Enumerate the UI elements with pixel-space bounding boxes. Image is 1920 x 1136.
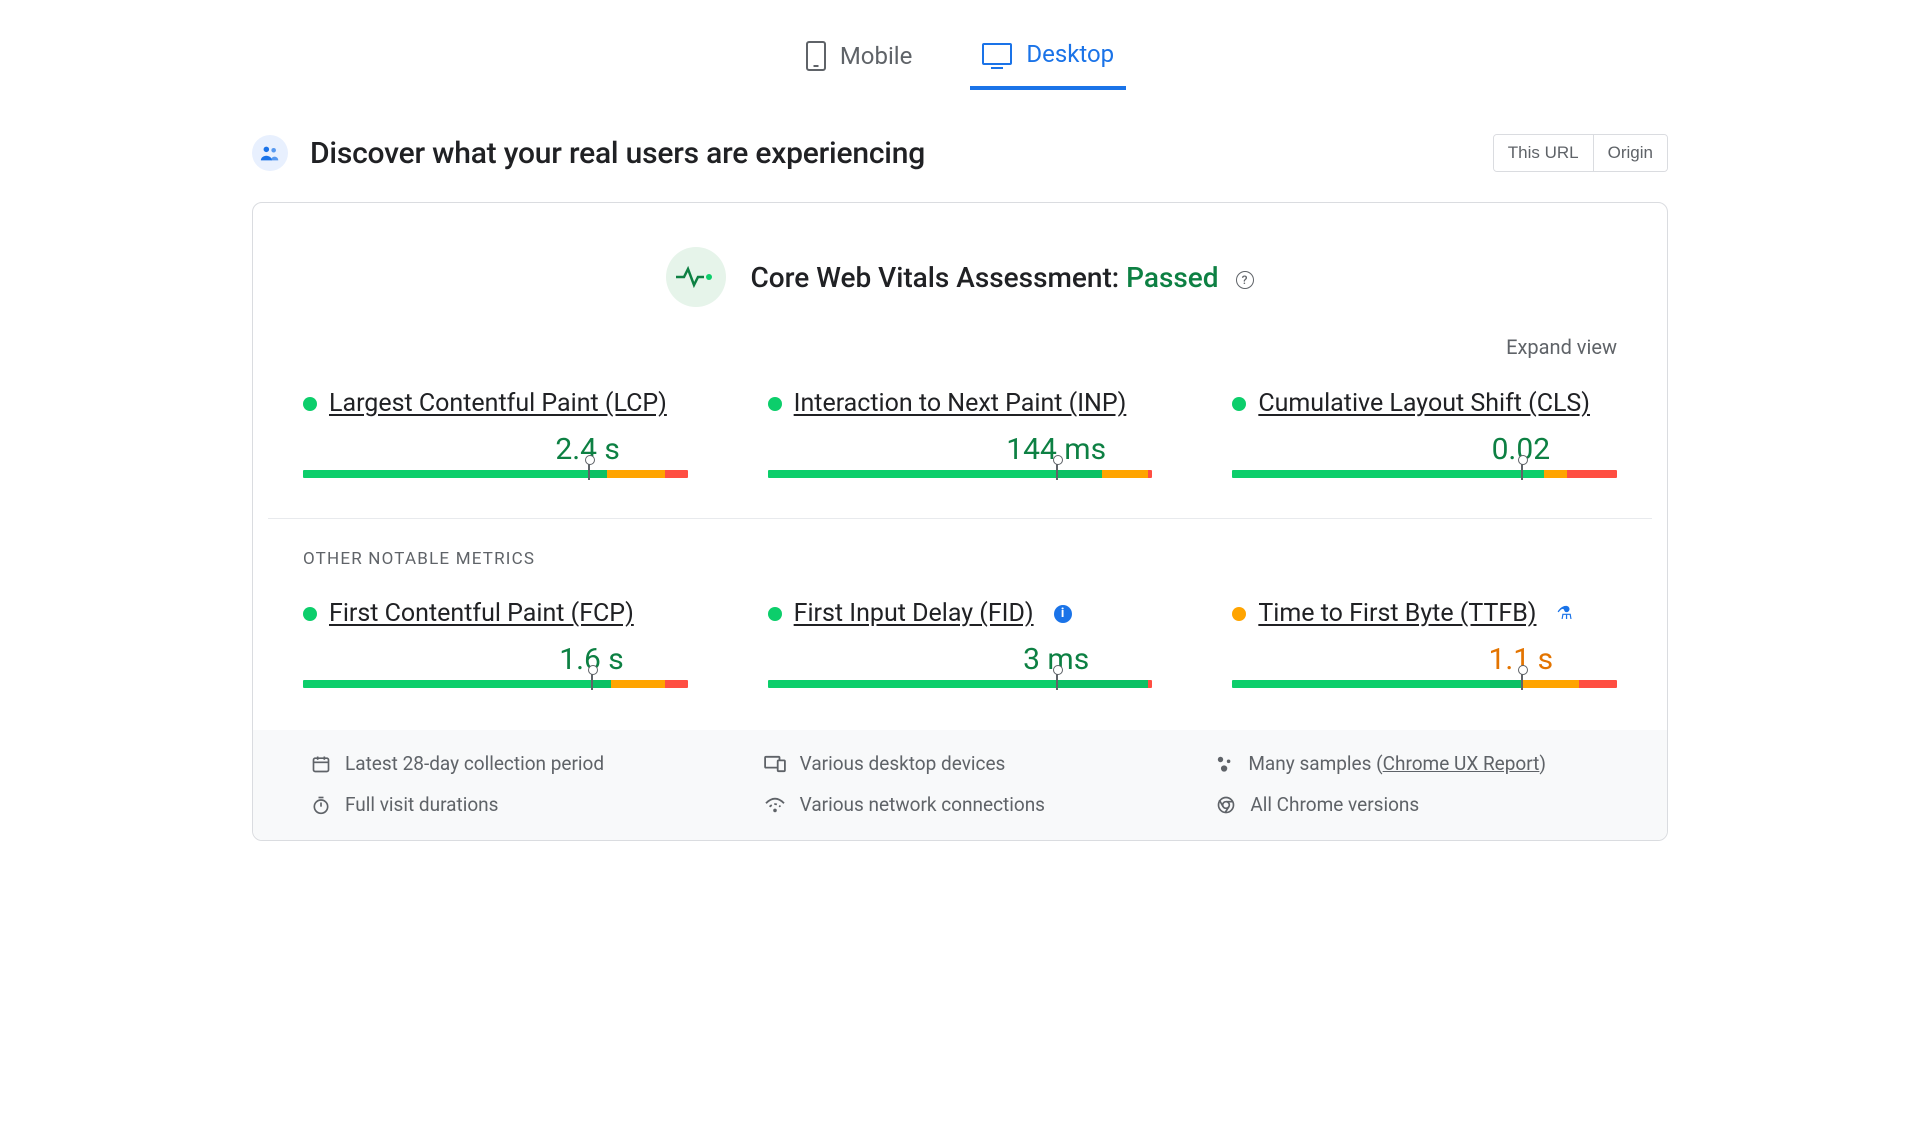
header-row: Discover what your real users are experi… — [252, 134, 1668, 172]
status-dot — [1232, 607, 1246, 621]
footer-network-text: Various network connections — [800, 793, 1045, 816]
samples-icon — [1216, 755, 1234, 773]
metric-name[interactable]: First Contentful Paint (FCP) — [329, 599, 634, 628]
footer-samples: Many samples (Chrome UX Report) — [1216, 752, 1609, 775]
device-tabs: Mobile Desktop — [252, 24, 1668, 90]
status-dot — [768, 607, 782, 621]
other-metrics-label: OTHER NOTABLE METRICS — [303, 549, 1617, 569]
status-dot — [768, 397, 782, 411]
cwv-panel: Core Web Vitals Assessment: Passed ? Exp… — [252, 202, 1668, 841]
status-dot — [303, 397, 317, 411]
help-icon[interactable]: ? — [1236, 271, 1254, 289]
marker — [588, 460, 590, 480]
marker — [1521, 670, 1523, 690]
metric-ttfb: Time to First Byte (TTFB)⚗1.1 s — [1232, 599, 1617, 688]
desktop-icon — [982, 43, 1012, 65]
tab-mobile[interactable]: Mobile — [794, 32, 925, 90]
mobile-icon — [806, 41, 826, 71]
footer-network: Various network connections — [764, 793, 1157, 816]
scope-toggle: This URL Origin — [1493, 134, 1668, 172]
metric-name[interactable]: Interaction to Next Paint (INP) — [794, 389, 1127, 418]
marker — [1521, 460, 1523, 480]
metric-fcp: First Contentful Paint (FCP)1.6 s — [303, 599, 688, 688]
footer-period: Latest 28-day collection period — [311, 752, 704, 775]
divider — [268, 518, 1652, 519]
footer-samples-text: Many samples (Chrome UX Report) — [1248, 752, 1546, 775]
metric-lcp: Largest Contentful Paint (LCP)2.4 s — [303, 389, 688, 478]
other-metrics: First Contentful Paint (FCP)1.6 s First … — [303, 599, 1617, 688]
expand-view[interactable]: Expand view — [303, 335, 1617, 359]
devices-icon — [764, 755, 786, 773]
footer-devices: Various desktop devices — [764, 752, 1157, 775]
page-title: Discover what your real users are experi… — [310, 136, 925, 171]
network-icon — [764, 796, 786, 814]
metric-fid: First Input Delay (FID)i3 ms — [768, 599, 1153, 688]
calendar-icon — [311, 754, 331, 774]
tab-desktop[interactable]: Desktop — [970, 32, 1126, 90]
metric-name[interactable]: First Input Delay (FID) — [794, 599, 1034, 628]
footer-durations: Full visit durations — [311, 793, 704, 816]
metric-name[interactable]: Largest Contentful Paint (LCP) — [329, 389, 667, 418]
footer-devices-text: Various desktop devices — [800, 752, 1006, 775]
marker — [591, 670, 593, 690]
footer-period-text: Latest 28-day collection period — [345, 752, 604, 775]
stopwatch-icon — [311, 795, 331, 815]
scope-this-url[interactable]: This URL — [1494, 135, 1593, 171]
status-dot — [1232, 397, 1246, 411]
core-metrics: Largest Contentful Paint (LCP)2.4 s Inte… — [303, 389, 1617, 478]
users-icon — [252, 135, 288, 171]
marker — [1056, 460, 1058, 480]
metric-name[interactable]: Time to First Byte (TTFB) — [1258, 599, 1536, 628]
flask-icon: ⚗ — [1556, 603, 1572, 624]
metric-name[interactable]: Cumulative Layout Shift (CLS) — [1258, 389, 1590, 418]
footer-versions-text: All Chrome versions — [1250, 793, 1419, 816]
cwv-title: Core Web Vitals Assessment: Passed ? — [750, 261, 1253, 294]
info-icon[interactable]: i — [1054, 605, 1072, 623]
cwv-status: Passed — [1126, 261, 1218, 294]
chrome-icon — [1216, 795, 1236, 815]
tab-desktop-label: Desktop — [1026, 40, 1114, 68]
metric-cls: Cumulative Layout Shift (CLS)0.02 — [1232, 389, 1617, 478]
metric-inp: Interaction to Next Paint (INP)144 ms — [768, 389, 1153, 478]
footer-durations-text: Full visit durations — [345, 793, 498, 816]
header-left: Discover what your real users are experi… — [252, 135, 925, 171]
cwv-label: Core Web Vitals Assessment: — [750, 261, 1119, 294]
scope-origin[interactable]: Origin — [1593, 135, 1667, 171]
pulse-icon — [666, 247, 726, 307]
crux-link[interactable]: Chrome UX Report — [1383, 752, 1540, 775]
collection-footer: Latest 28-day collection period Various … — [253, 730, 1667, 840]
footer-versions: All Chrome versions — [1216, 793, 1609, 816]
marker — [1056, 670, 1058, 690]
status-dot — [303, 607, 317, 621]
tab-mobile-label: Mobile — [840, 42, 913, 70]
cwv-assessment: Core Web Vitals Assessment: Passed ? — [303, 247, 1617, 307]
